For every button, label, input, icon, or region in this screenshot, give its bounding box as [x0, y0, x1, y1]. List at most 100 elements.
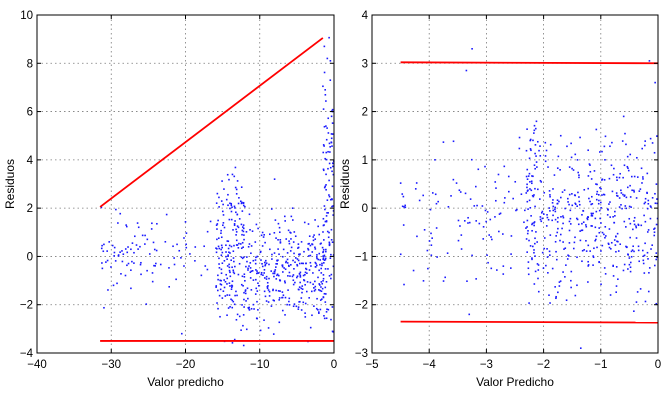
- data-point: [325, 158, 328, 161]
- data-point: [555, 297, 557, 300]
- data-point: [598, 231, 601, 234]
- data-point: [293, 303, 296, 305]
- y-tick-label: 1: [362, 155, 368, 167]
- data-point: [593, 170, 596, 172]
- data-point: [555, 235, 557, 237]
- data-point: [318, 312, 320, 315]
- data-point: [325, 220, 328, 223]
- y-axis-label: Residuos: [3, 159, 17, 209]
- data-point: [230, 245, 233, 248]
- data-point: [595, 183, 597, 185]
- data-point: [604, 273, 607, 275]
- data-point: [596, 193, 598, 195]
- data-point: [304, 312, 306, 314]
- data-point: [321, 282, 324, 285]
- data-point: [261, 245, 264, 247]
- data-point: [100, 247, 103, 250]
- data-point: [526, 128, 528, 130]
- data-point: [323, 239, 325, 241]
- data-point: [593, 247, 595, 250]
- data-point: [576, 284, 578, 287]
- data-point: [607, 243, 610, 246]
- data-point: [576, 256, 578, 259]
- data-point: [527, 230, 529, 232]
- data-point: [115, 208, 117, 211]
- data-point: [600, 283, 602, 286]
- data-point: [324, 93, 327, 96]
- data-point: [625, 207, 628, 210]
- data-point: [322, 108, 325, 110]
- data-point: [255, 287, 258, 290]
- data-point: [225, 251, 227, 253]
- data-point: [459, 191, 462, 193]
- data-point: [571, 204, 574, 207]
- data-point: [538, 149, 540, 152]
- data-point: [556, 231, 559, 234]
- data-point: [314, 219, 316, 221]
- data-point: [228, 266, 231, 269]
- data-point: [216, 238, 218, 241]
- data-point: [326, 212, 328, 214]
- data-point: [402, 224, 405, 226]
- data-point: [272, 288, 274, 291]
- data-point: [599, 217, 601, 220]
- data-point: [277, 222, 280, 225]
- data-point: [237, 247, 240, 249]
- data-point: [318, 283, 321, 285]
- data-point: [330, 253, 332, 256]
- data-point: [626, 165, 629, 168]
- data-point: [491, 238, 493, 241]
- data-point: [534, 167, 536, 170]
- data-point: [226, 314, 228, 317]
- data-point: [612, 275, 615, 277]
- data-point: [304, 316, 307, 318]
- data-point: [577, 171, 579, 174]
- data-point: [647, 199, 650, 202]
- data-point: [270, 270, 273, 272]
- data-point: [455, 182, 458, 184]
- data-point: [233, 175, 236, 178]
- data-point: [292, 241, 295, 243]
- data-point: [242, 204, 245, 207]
- data-point: [636, 291, 639, 293]
- data-point: [279, 239, 282, 241]
- data-point: [328, 243, 331, 245]
- data-point: [642, 259, 645, 262]
- data-point: [300, 287, 303, 290]
- data-point: [260, 273, 263, 276]
- data-point: [608, 203, 610, 205]
- data-point: [614, 244, 617, 246]
- data-point: [145, 303, 148, 305]
- reference-line: [99, 37, 324, 208]
- data-point: [635, 226, 638, 229]
- data-point: [615, 192, 618, 194]
- data-point: [526, 251, 528, 253]
- data-point: [630, 255, 633, 258]
- data-point: [220, 244, 223, 247]
- data-point: [261, 231, 264, 234]
- data-point: [531, 229, 533, 232]
- data-point: [242, 344, 245, 347]
- data-point: [629, 261, 632, 264]
- data-point: [235, 290, 237, 293]
- data-point: [316, 297, 318, 300]
- data-point: [331, 133, 334, 135]
- data-point: [526, 186, 528, 189]
- data-point: [121, 250, 123, 252]
- data-point: [656, 202, 658, 205]
- data-point: [273, 232, 276, 234]
- data-point: [137, 226, 140, 229]
- data-point: [222, 224, 224, 227]
- data-point: [306, 281, 309, 283]
- data-point: [643, 254, 646, 257]
- data-point: [526, 178, 529, 181]
- data-point: [154, 265, 156, 267]
- data-point: [144, 234, 146, 237]
- data-point: [435, 227, 438, 229]
- data-point: [277, 259, 279, 261]
- data-point: [283, 215, 286, 218]
- data-point: [270, 305, 273, 307]
- data-point: [416, 235, 418, 238]
- data-point: [180, 332, 183, 335]
- data-point: [278, 226, 281, 229]
